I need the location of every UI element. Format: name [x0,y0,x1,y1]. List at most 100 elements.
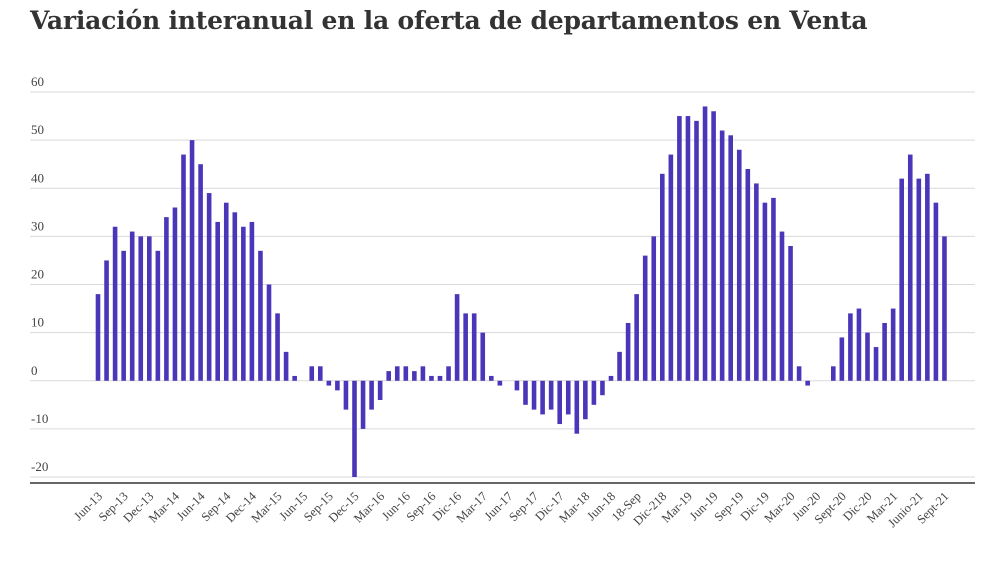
bar [232,212,238,381]
bar [318,366,323,381]
bar [292,375,297,381]
bar [942,236,947,381]
bar [164,217,169,381]
bar [890,308,896,381]
bar [420,366,426,381]
bar [565,380,571,415]
bar [514,380,520,391]
bar [377,380,383,400]
bar [651,236,657,381]
y-tick-label: 10 [31,315,44,330]
bar [856,308,862,381]
bar [471,313,477,381]
bar [480,332,486,381]
bar [557,380,562,425]
bar [386,371,391,381]
y-tick-label: 30 [31,218,44,233]
bar [848,313,853,381]
bar [360,380,366,429]
bar [412,371,417,381]
bar [873,347,879,381]
bar [454,294,460,381]
bar [129,231,135,381]
bars [95,106,947,477]
bar [600,380,605,396]
bar [677,116,682,381]
bar [335,380,340,391]
bar [796,366,802,381]
bar [523,380,528,405]
y-tick-label: -20 [31,459,48,474]
bar [685,116,691,381]
y-tick-label: 0 [31,363,38,378]
bar [437,375,443,381]
x-tick-label: Sep-19 [711,489,746,524]
bar [223,202,229,381]
bar [95,294,101,381]
bar [258,250,263,381]
bar [634,294,639,381]
bar [112,226,118,381]
bar [446,366,451,381]
bar [394,366,400,381]
bar [403,366,409,381]
bar [933,202,939,381]
bar [215,221,220,381]
bar [548,380,554,410]
bar [736,149,742,381]
bar [805,380,810,386]
bar [694,120,699,381]
bar [531,380,537,410]
gridlines [30,91,975,478]
bar [831,366,836,381]
bar [642,255,648,381]
bar [352,380,357,477]
bar [574,380,580,434]
bar [745,169,751,381]
bar [138,236,144,381]
bar [241,226,246,381]
bar [249,221,255,381]
bar [369,380,374,410]
y-tick-label: 40 [31,170,44,185]
bar [540,380,545,415]
bar [155,250,161,381]
bar [925,173,930,381]
x-tick-label: Sep-17 [506,489,541,524]
bar [463,313,468,381]
bar [309,366,315,381]
bar [497,380,503,386]
bar [104,260,109,381]
bar [754,183,759,381]
bar [728,135,733,381]
bar [788,246,793,381]
bar [489,375,494,381]
bar [429,375,434,381]
bar [591,380,597,405]
bar [617,351,622,381]
bar [266,284,272,381]
y-tick-label: -10 [31,411,48,426]
bar [121,250,126,381]
bar [283,351,289,381]
bar [583,380,588,420]
bar [181,154,186,381]
bar [839,337,845,381]
bar [326,380,332,386]
bar [660,173,665,381]
y-tick-label: 50 [31,122,44,137]
bar [189,140,195,381]
bar [907,154,913,381]
bar [198,164,203,381]
x-axis-ticks: Jun-13Sep-13Dec-13Mar-14Jun-14Sep-14Dec-… [71,489,951,530]
bar [172,207,178,381]
x-tick-label: Sep-16 [404,489,439,524]
bar [779,231,785,381]
bar [147,236,152,381]
bar [916,178,922,381]
bar [899,178,904,381]
bar [343,380,349,410]
y-tick-label: 20 [31,267,44,282]
y-axis-ticks: -20 -10 0 10 20 30 40 50 60 [31,74,48,474]
